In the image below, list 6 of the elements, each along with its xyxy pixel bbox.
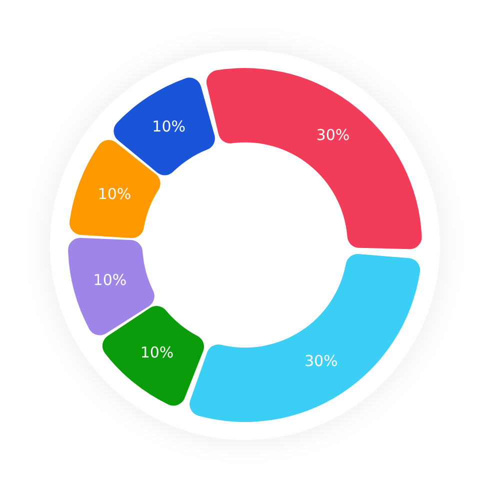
data-label: 30%: [316, 126, 350, 144]
data-label: 10%: [98, 184, 132, 203]
data-label: 30%: [304, 352, 338, 370]
data-label: 10%: [152, 118, 186, 136]
data-label: 10%: [140, 344, 174, 362]
data-label: 10%: [93, 271, 127, 290]
